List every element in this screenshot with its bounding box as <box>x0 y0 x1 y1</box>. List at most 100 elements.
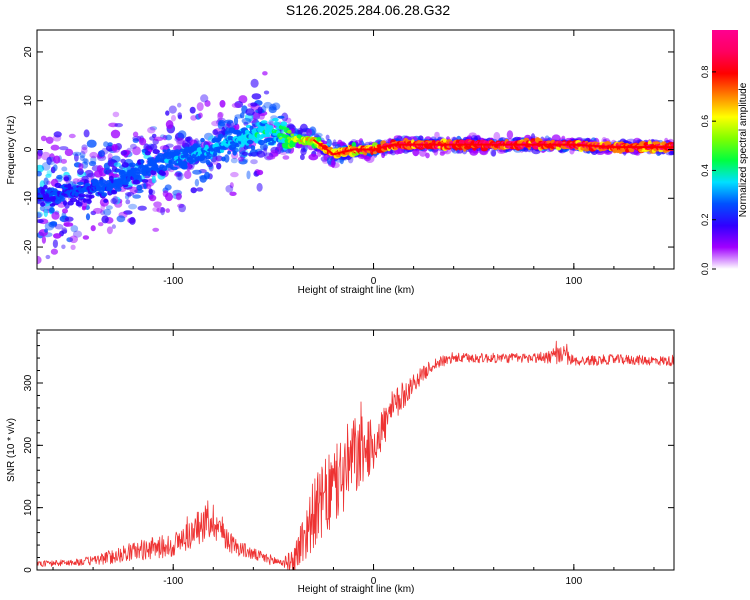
spectrogram-blob <box>204 132 214 141</box>
spectrogram-blob <box>148 194 157 202</box>
spectrogram-ridge-blob <box>286 136 292 140</box>
spectrogram-blob <box>491 149 497 157</box>
spectrogram-blob <box>185 136 191 142</box>
spectrogram-blob <box>224 119 234 124</box>
spectrogram-ridge-blob <box>232 150 237 156</box>
spectrogram-blob <box>53 164 58 172</box>
snr-y-ticks: 0 100 200 300 <box>23 332 674 573</box>
spectrogram-blob <box>37 171 42 177</box>
spectrogram-ridge-blob <box>260 120 268 124</box>
spectrogram-blob <box>241 158 249 163</box>
spectrogram-ridge-blob <box>121 162 129 168</box>
spectrogram-blob <box>89 151 98 159</box>
spectrogram-ridge-blob <box>119 170 126 174</box>
spectrogram-blob <box>192 169 202 175</box>
spectrogram-blob <box>189 106 196 114</box>
spectrogram-blob <box>79 151 86 159</box>
spectrogram-ridge-blob <box>250 145 256 151</box>
spectrogram-blob <box>457 149 463 154</box>
spectrogram-blob <box>96 165 103 173</box>
spectrogram-blob <box>263 147 268 157</box>
spectrogram-ridge-blob <box>316 136 322 143</box>
colorbar-tick-label: 0.8 <box>700 66 710 79</box>
spectrogram-blob <box>230 171 239 178</box>
spectrogram-blob <box>132 135 142 141</box>
spectrogram-x-ticks: -100 0 100 <box>52 30 655 287</box>
spectrogram-blob <box>250 159 258 165</box>
spectrogram-blob <box>43 177 49 186</box>
spectrogram-ridge-blob <box>144 151 151 156</box>
spectrogram-blob <box>493 131 501 141</box>
spectrogram-blob <box>177 102 182 108</box>
spectrogram-blob <box>41 162 51 171</box>
spectrogram-blob <box>174 172 182 177</box>
spectrogram-blob <box>239 112 245 119</box>
spectrogram-blob <box>128 203 138 210</box>
spectrogram-blob <box>295 142 302 149</box>
spectrogram-blob <box>69 235 78 244</box>
spectrogram-blob <box>144 143 149 152</box>
spectrogram-blob <box>50 248 59 255</box>
spectrogram-blob <box>229 191 237 196</box>
spectrogram-blob <box>237 156 245 162</box>
spectrogram-ridge-blob <box>287 129 292 134</box>
spectrogram-ridge-blob <box>173 151 181 155</box>
y-tick-label: 100 <box>23 499 34 516</box>
spectrogram-blob <box>62 208 68 214</box>
snr-series-line <box>37 340 674 570</box>
spectrogram-blob <box>177 172 182 181</box>
spectrogram-ridge-blob <box>162 149 167 153</box>
spectrogram-blob <box>215 155 223 162</box>
spectrogram-blob <box>176 137 186 147</box>
spectrogram-blob <box>176 172 184 181</box>
spectrogram-ridge-blob <box>69 197 78 203</box>
spectrogram-blob <box>365 154 375 164</box>
spectrogram-blob <box>113 162 121 168</box>
spectrogram-blob <box>152 227 160 232</box>
spectrogram-blob <box>216 162 222 170</box>
spectrogram-blob <box>238 95 248 104</box>
spectrogram-ridge-blob <box>280 121 288 127</box>
spectrogram-ridge-blob <box>141 179 149 183</box>
spectrogram-blob <box>259 143 268 151</box>
spectrogram-blob <box>412 148 420 157</box>
colorbar-tick-label: 0.6 <box>700 115 710 128</box>
y-tick-label: 0 <box>23 146 34 152</box>
spectrogram-blob <box>258 112 265 120</box>
spectrogram-ridge-blob <box>170 166 178 171</box>
spectrogram-blob <box>116 215 126 223</box>
y-tick-label: 300 <box>23 374 34 391</box>
spectrogram-blob <box>196 187 204 192</box>
spectrogram-blob <box>130 143 137 150</box>
spectrogram-blob <box>156 207 166 213</box>
spectrogram-blob <box>51 211 60 220</box>
spectrogram-blob <box>281 112 289 122</box>
spectrogram-ridge-blob <box>86 199 92 205</box>
spectrogram-blob <box>250 102 258 107</box>
spectrogram-ridge-blob <box>43 184 48 190</box>
spectrogram-blob <box>88 160 97 167</box>
spectrogram-blob <box>256 182 263 192</box>
spectrogram-blob <box>160 207 166 216</box>
spectrogram-blob <box>266 155 276 160</box>
spectrogram-blob <box>125 199 131 205</box>
spectrogram-ridge-blob <box>128 162 136 168</box>
spectrogram-blob <box>90 225 96 232</box>
spectrogram-blob <box>148 189 156 196</box>
spectrogram-blob <box>251 93 262 100</box>
spectrogram-blob <box>45 136 54 144</box>
spectrogram-blob <box>53 155 61 164</box>
spectrogram-ridge-blob <box>160 171 166 176</box>
spectrogram-ridge-blob <box>59 195 65 202</box>
spectrogram-blob <box>250 78 259 88</box>
y-tick-label: -20 <box>23 239 34 254</box>
spectrogram-blob <box>168 105 177 114</box>
spectrogram-blob <box>268 119 274 127</box>
spectrogram-blob <box>132 194 141 199</box>
spectrogram-blob <box>81 206 87 211</box>
spectrogram-blob <box>198 112 203 119</box>
colorbar-tick-label: 0.2 <box>700 213 710 226</box>
spectrogram-blob <box>43 208 48 218</box>
snr-background <box>37 330 674 570</box>
